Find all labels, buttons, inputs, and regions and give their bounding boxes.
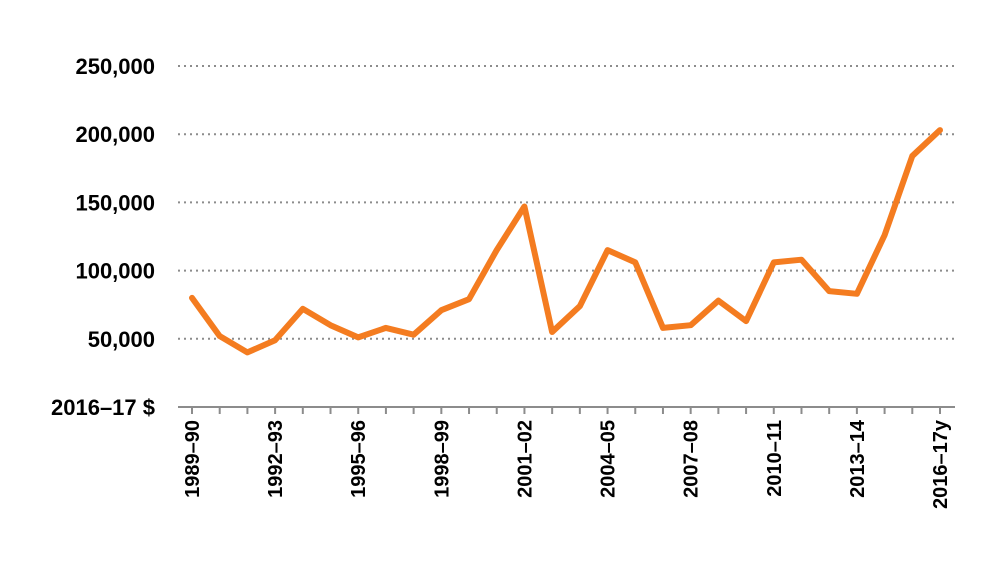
x-tick-label: 2004–05	[598, 420, 620, 498]
x-tick-label: 1989–90	[182, 420, 204, 498]
y-axis-tick-labels: 50,000 100,000 150,000 200,000 250,000	[75, 54, 155, 352]
x-tick-label: 2007–08	[681, 420, 703, 498]
y-tick-label: 150,000	[75, 190, 155, 215]
y-tick-label: 200,000	[75, 122, 155, 147]
x-tick-label: 1995–96	[348, 420, 370, 498]
x-tick-label: 2001–02	[514, 420, 536, 498]
series-layer	[189, 127, 943, 356]
x-axis	[178, 406, 955, 414]
y-tick-label: 250,000	[75, 54, 155, 79]
x-tick-label: 1992–93	[265, 420, 287, 498]
series-line	[189, 127, 943, 356]
x-tick-label: 1998–99	[431, 420, 453, 498]
x-tick-label: 2016–17y	[930, 419, 952, 509]
x-axis-tick-labels: 1989–90 1992–93 1995–96 1998–99 2001–02 2004–…	[182, 419, 952, 509]
y-tick-label: 50,000	[88, 327, 155, 352]
x-tick-label: 2010–11	[764, 420, 786, 497]
y-axis-label: 2016–17 $	[51, 395, 155, 420]
gridlines	[178, 65, 955, 340]
y-tick-label: 100,000	[75, 259, 155, 284]
x-tick-label: 2013–14	[847, 419, 869, 498]
